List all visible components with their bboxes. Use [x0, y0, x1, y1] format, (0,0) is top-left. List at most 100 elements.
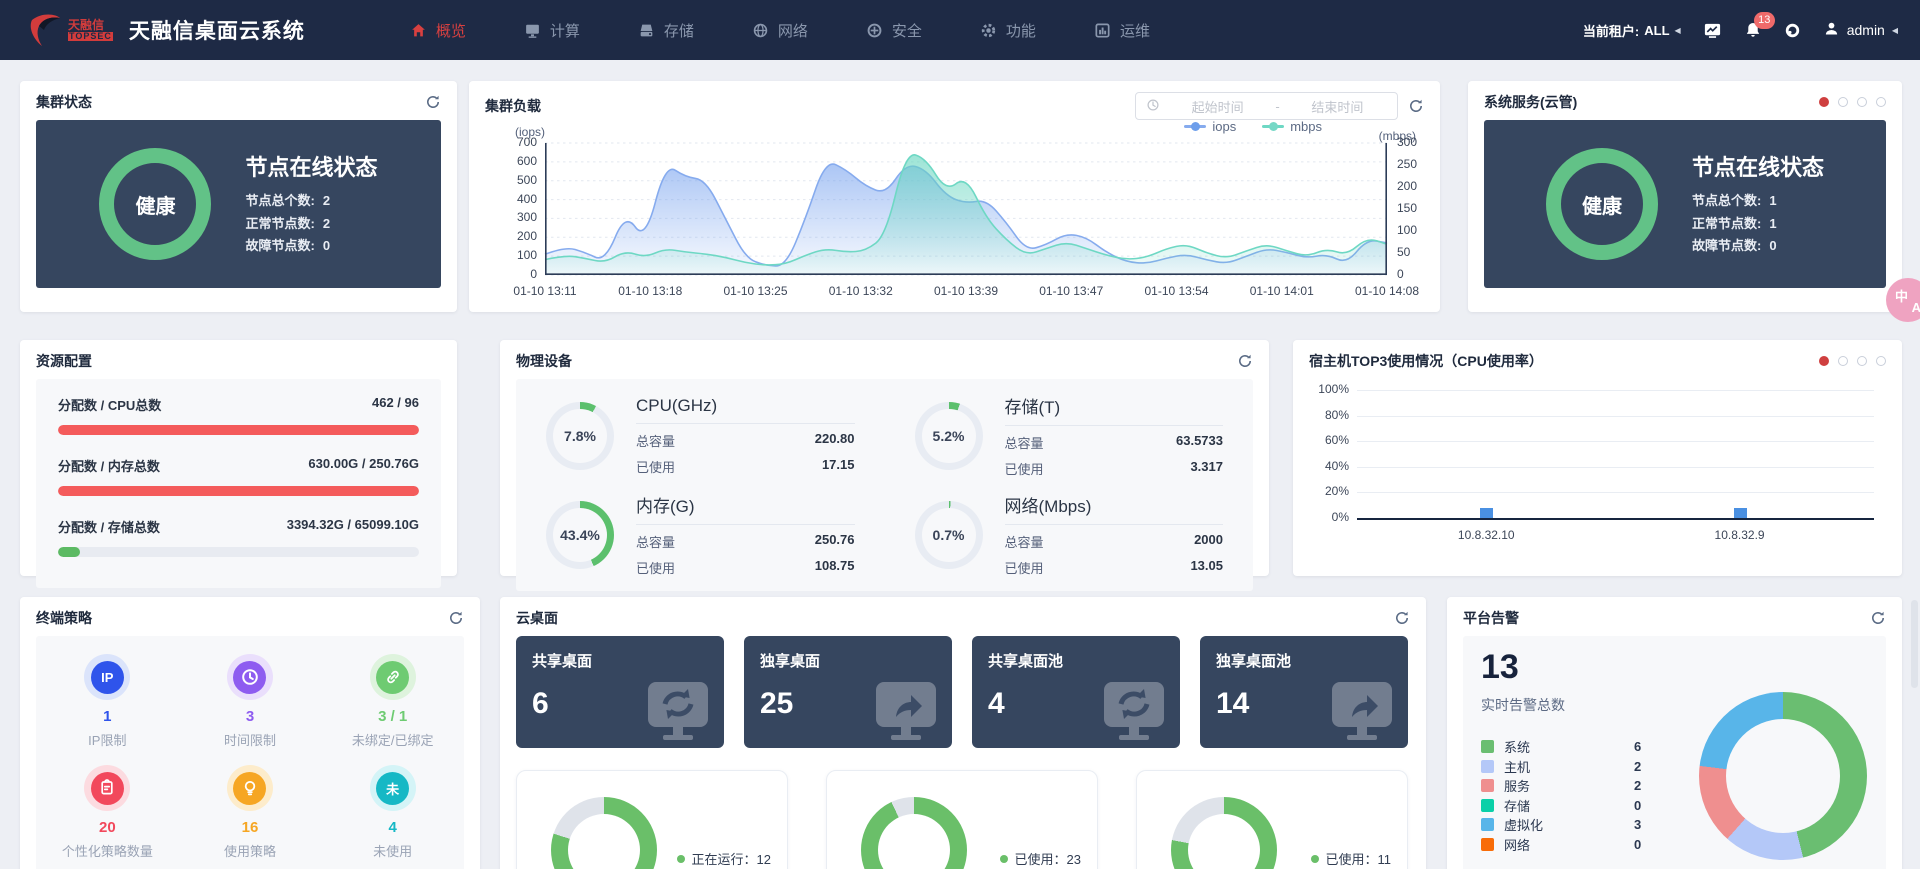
- device-panel: 7.8% CPU(GHz) 总容量 220.80 已使用 17.15 5.2% 存储(T) 总容…: [516, 379, 1253, 591]
- refresh-icon[interactable]: [425, 94, 441, 110]
- user-menu[interactable]: admin ◀: [1823, 20, 1898, 40]
- y-axis-tick: 20%: [1324, 484, 1349, 499]
- resource-row: 分配数 / 内存总数 630.00G / 250.76G: [58, 456, 419, 496]
- carousel-dot[interactable]: [1857, 356, 1867, 366]
- cluster-health-panel: 健康 节点在线状态 节点总个数: 2 正常节点数: 2 故障节点数: 0: [36, 120, 441, 288]
- share-monitor-icon: [876, 682, 936, 740]
- cluster-status-card: 集群状态 健康 节点在线状态 节点总个数: 2 正常节点数: 2 故障节点数: 0: [20, 81, 457, 312]
- cluster-stat-row: 故障节点数: 0: [245, 238, 331, 254]
- device-gauge-CPU(GHz): 7.8% CPU(GHz) 总容量 220.80 已使用 17.15: [546, 393, 855, 478]
- carousel-dot[interactable]: [1876, 356, 1886, 366]
- refresh-icon[interactable]: [448, 610, 464, 626]
- policy-count: 4: [388, 819, 397, 836]
- legend-item-mbps[interactable]: mbps: [1262, 119, 1322, 134]
- device-gauge-内存(G): 43.4% 内存(G) 总容量 250.76 已使用 108.75: [546, 492, 855, 577]
- gauge-stat-row: 已使用 3.317: [1004, 459, 1224, 477]
- alarm-legend-row-存储: 存储 0: [1481, 796, 1868, 816]
- desktop-tile-共享桌面池[interactable]: 共享桌面池 4: [972, 636, 1180, 748]
- nav-item-storage[interactable]: 存储: [638, 20, 694, 41]
- x-axis-tick: 01-10 13:54: [1144, 284, 1209, 298]
- nav-item-network[interactable]: 网络: [752, 20, 808, 41]
- carousel-dot[interactable]: [1857, 97, 1867, 107]
- carousel-dot[interactable]: [1838, 97, 1848, 107]
- resource-label: 分配数 / 内存总数: [58, 459, 160, 474]
- desktop-tile-独享桌面[interactable]: 独享桌面 25: [744, 636, 952, 748]
- nav-item-label: 功能: [1005, 22, 1036, 40]
- date-range-input[interactable]: 起始时间 - 结束时间: [1135, 92, 1398, 120]
- nav-item-security[interactable]: 安全: [866, 20, 922, 41]
- policy-label: 未使用: [373, 844, 413, 859]
- range-separator: -: [1275, 98, 1280, 114]
- desktop-stat-legend: 正在运行：12: [676, 849, 771, 868]
- x-axis-tick: 01-10 14:08: [1354, 284, 1420, 298]
- left-axis-unit: (iops): [515, 125, 546, 139]
- refresh-icon[interactable]: [1870, 610, 1886, 626]
- monitor-chart-icon[interactable]: [1703, 21, 1722, 40]
- tile-count: 4: [988, 687, 1005, 720]
- resource-value: 462 / 96: [372, 395, 419, 410]
- gauge-ring: 7.8%: [546, 401, 614, 470]
- cluster-load-card: 集群负载 起始时间 - 结束时间 iops mbps (iops) (mbps) …: [469, 81, 1440, 312]
- right-axis-tick: 300: [1397, 135, 1418, 149]
- nav-item-label: 安全: [891, 22, 922, 40]
- tenant-selector[interactable]: 当前租户: ALL ◀: [1583, 21, 1681, 40]
- language-toggle-button[interactable]: 中 A: [1886, 278, 1920, 322]
- notification-bell-icon[interactable]: 13: [1744, 12, 1775, 39]
- nav-item-gear[interactable]: 功能: [980, 20, 1036, 41]
- tenant-value: ALL: [1644, 22, 1670, 38]
- resource-label: 分配数 / CPU总数: [58, 398, 162, 413]
- card-title: 资源配置: [36, 353, 92, 369]
- policy-label: 使用策略: [223, 844, 276, 859]
- host-label: 10.8.32.9: [1714, 528, 1765, 542]
- policy-count: 3 / 1: [378, 708, 408, 725]
- alarm-legend-row-主机: 主机 2: [1481, 757, 1868, 777]
- resource-value: 630.00G / 250.76G: [308, 456, 419, 471]
- gauge-ring: 5.2%: [914, 401, 983, 470]
- carousel-dot[interactable]: [1819, 97, 1829, 107]
- device-gauge-网络(Mbps): 0.7% 网络(Mbps) 总容量 2000 已使用 13.05: [914, 492, 1224, 577]
- desktop-tile-独享桌面池[interactable]: 独享桌面池 14: [1200, 636, 1408, 748]
- sync-monitor-icon: [648, 682, 708, 740]
- desktop-tiles: 共享桌面 6 独享桌面 25 共享桌面池 4 独享桌面池 14: [516, 636, 1410, 748]
- right-axis-tick: 250: [1397, 157, 1418, 171]
- carousel-dot[interactable]: [1819, 356, 1829, 366]
- cluster-heading: 节点在线状态: [245, 154, 378, 180]
- legend-item-iops[interactable]: iops: [1184, 119, 1236, 134]
- refresh-icon[interactable]: [1394, 610, 1410, 626]
- x-axis-tick: 01-10 13:47: [1039, 284, 1104, 298]
- screen-lock-icon[interactable]: [1784, 22, 1801, 39]
- main-nav: 概览 计算 存储 网络 安全 功能 运维: [410, 20, 1150, 41]
- y-axis-tick: 80%: [1324, 407, 1349, 422]
- policy-item-未绑定/已绑定: 3 / 1 未绑定/已绑定: [321, 648, 464, 759]
- desktop-tile-共享桌面[interactable]: 共享桌面 6: [516, 636, 724, 748]
- x-axis-tick: 01-10 14:01: [1249, 284, 1314, 298]
- carousel-dot[interactable]: [1876, 97, 1886, 107]
- tile-label: 独享桌面: [760, 653, 821, 670]
- resource-progress-bar: [58, 547, 419, 557]
- gauge-stat-row: 已使用 13.05: [1004, 558, 1224, 576]
- host-top3-card: 宿主机TOP3使用情况（CPU使用率） 100% 80% 60% 40% 20% 0% 10…: [1293, 340, 1902, 576]
- carousel-dot[interactable]: [1838, 356, 1848, 366]
- alarm-legend-row-网络: 网络 0: [1481, 835, 1868, 855]
- y-axis-tick: 0%: [1331, 510, 1349, 524]
- nav-item-home[interactable]: 概览: [410, 20, 466, 41]
- nav-item-ops[interactable]: 运维: [1094, 20, 1150, 41]
- resource-row: 分配数 / CPU总数 462 / 96: [58, 395, 419, 435]
- clock-icon: [226, 654, 273, 700]
- gauge-stat-row: 总容量 220.80: [636, 430, 855, 449]
- gauge-ring: 0.7%: [914, 500, 983, 569]
- refresh-icon[interactable]: [1408, 98, 1424, 114]
- nav-item-monitor[interactable]: 计算: [524, 20, 580, 41]
- scrollbar-thumb[interactable]: [1911, 600, 1918, 688]
- tile-label: 共享桌面池: [988, 653, 1064, 670]
- system-service-card: 系统服务(云管) 健康 节点在线状态 节点总个数: 1 正常节点数: 1 故障节点数: 0: [1468, 81, 1902, 312]
- policy-count: 1: [103, 708, 112, 725]
- left-axis-tick: 700: [516, 135, 537, 149]
- right-axis-tick: 100: [1397, 223, 1418, 237]
- clock-icon: [1146, 98, 1160, 115]
- left-axis-tick: 0: [530, 267, 537, 281]
- refresh-icon[interactable]: [1237, 353, 1253, 369]
- gauge-stat-row: 已使用 108.75: [636, 558, 855, 576]
- navbar-right: 当前租户: ALL ◀ 13 admin ◀: [1583, 0, 1898, 60]
- alarm-panel: 13 实时告警总数 系统 6 主机 2 服务 2 存储 0 虚拟化 3 网络 0: [1463, 636, 1886, 869]
